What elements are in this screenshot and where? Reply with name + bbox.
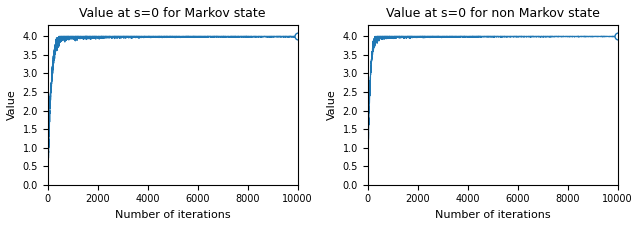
Title: Value at s=0 for non Markov state: Value at s=0 for non Markov state [386, 7, 600, 20]
Title: Value at s=0 for Markov state: Value at s=0 for Markov state [79, 7, 266, 20]
Y-axis label: Value: Value [7, 90, 17, 120]
X-axis label: Number of iterations: Number of iterations [115, 210, 230, 220]
X-axis label: Number of iterations: Number of iterations [435, 210, 550, 220]
Y-axis label: Value: Value [327, 90, 337, 120]
